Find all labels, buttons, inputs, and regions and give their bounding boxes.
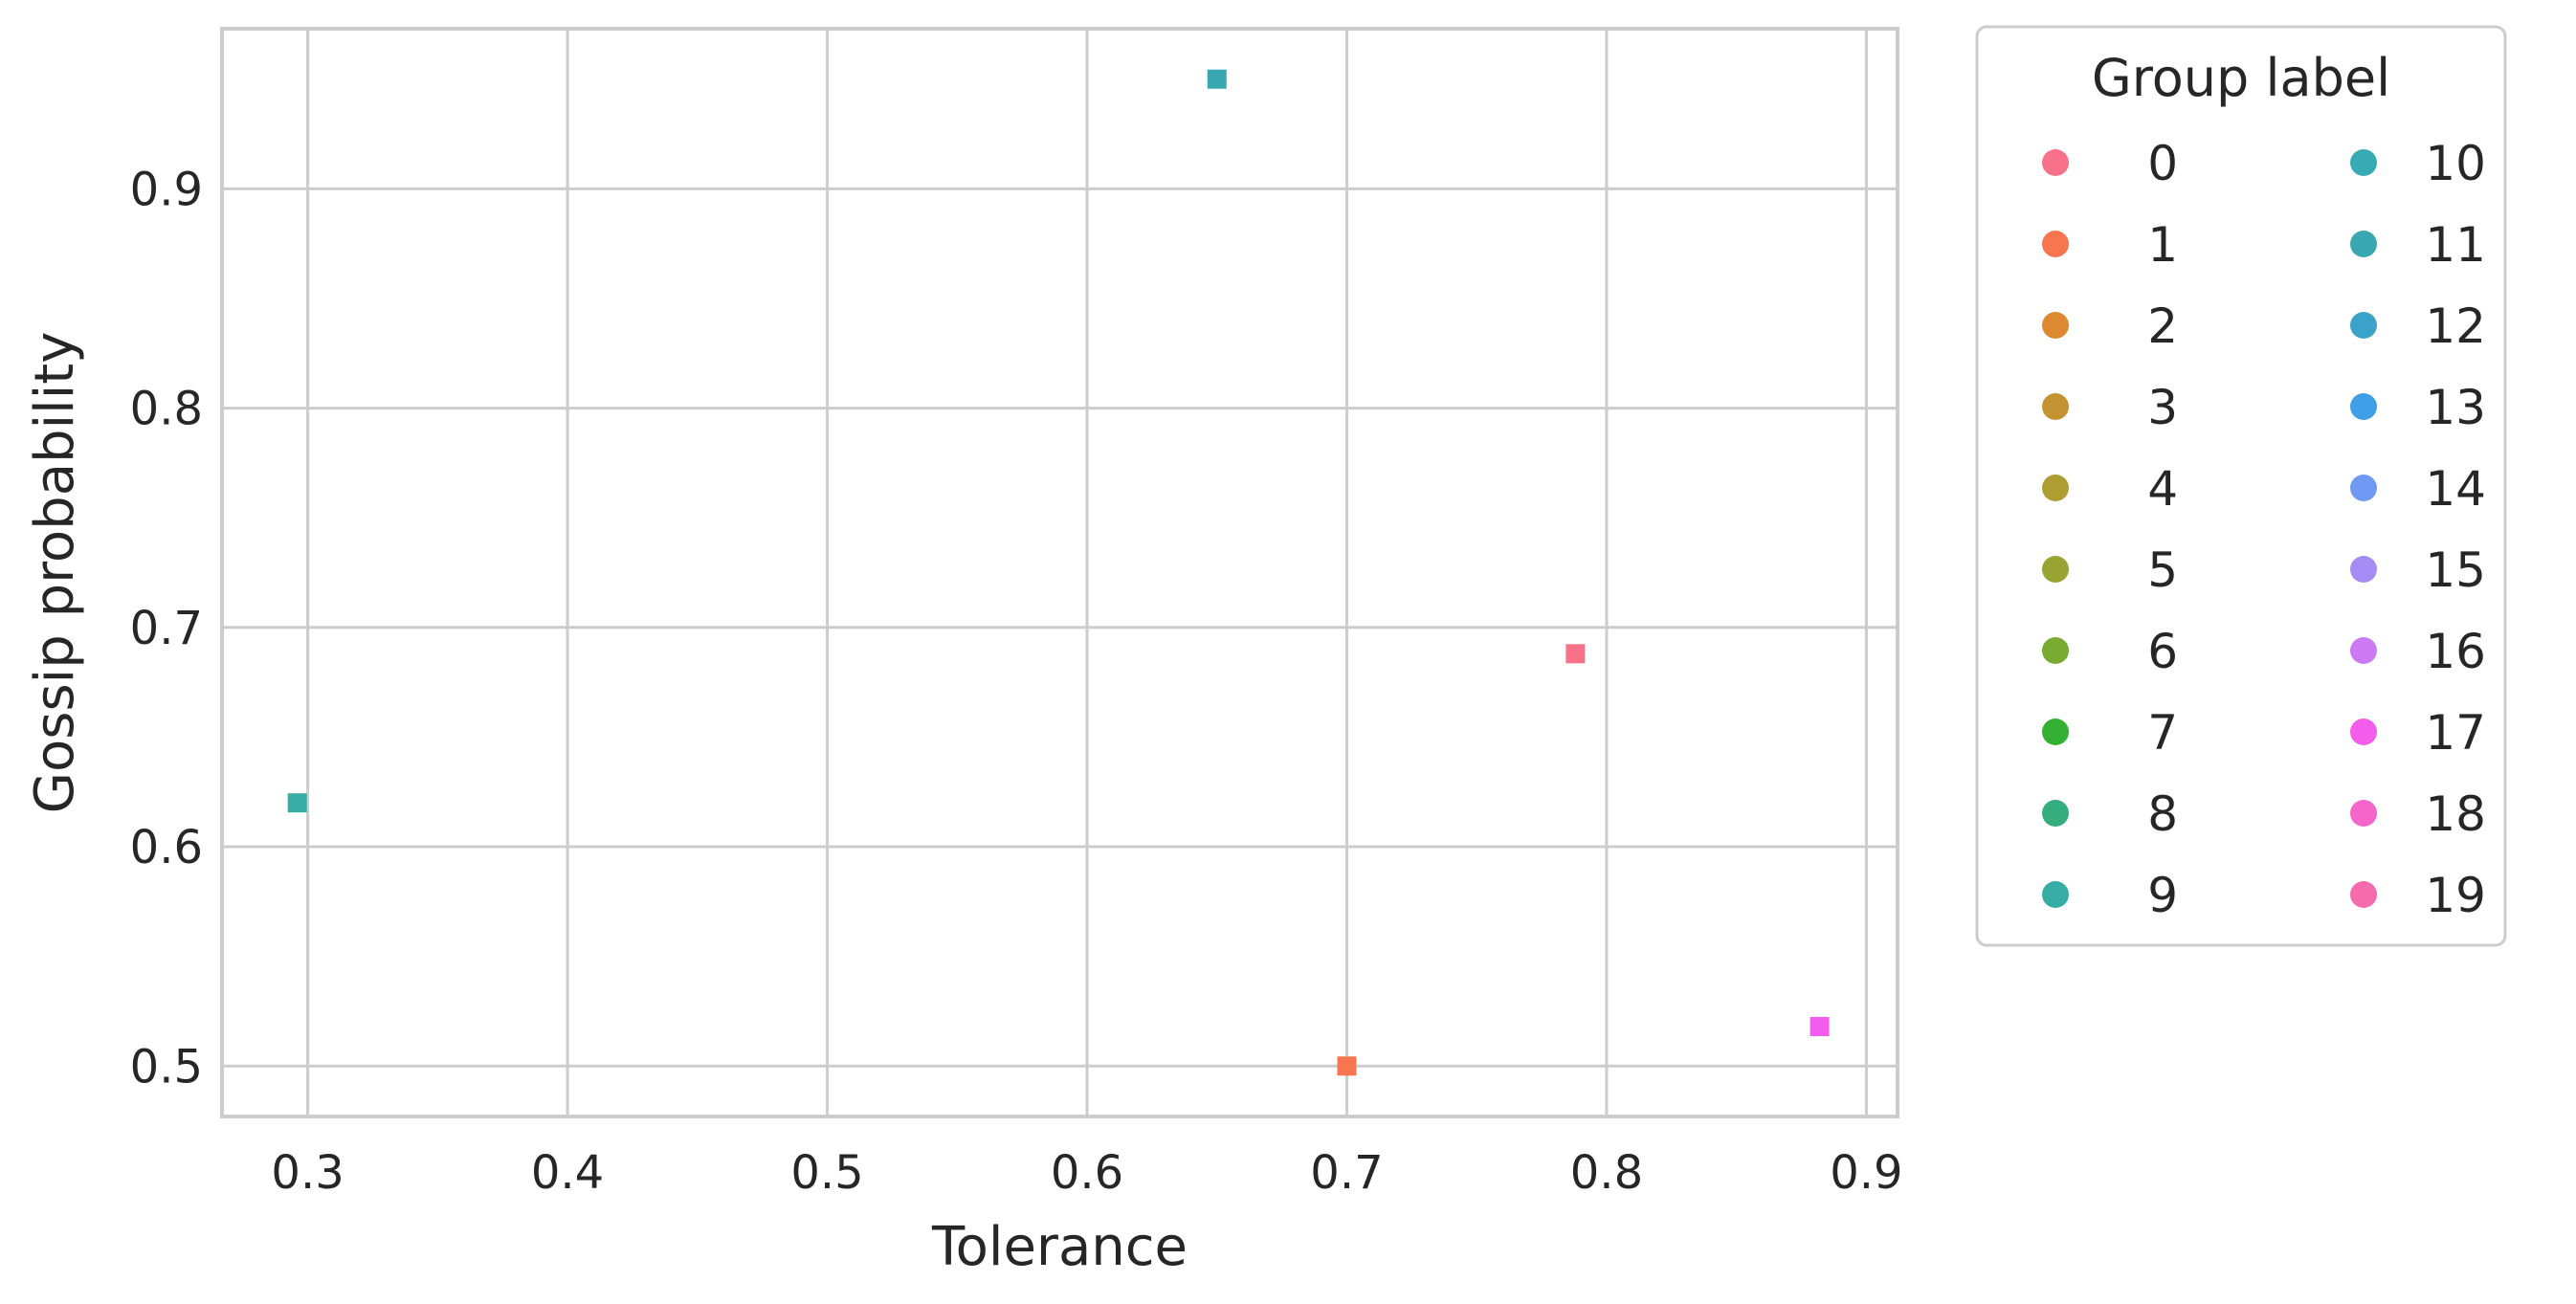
legend-marker-8 (2042, 800, 2069, 827)
legend-marker-15 (2350, 556, 2377, 583)
legend-label-18: 18 (2425, 786, 2486, 842)
legend-marker-2 (2042, 312, 2069, 339)
legend-marker-12 (2350, 312, 2377, 339)
legend-label-11: 11 (2425, 217, 2486, 273)
legend-marker-10 (2350, 149, 2377, 176)
legend-label-3: 3 (2147, 380, 2178, 435)
x-tick-label: 0.7 (1310, 1146, 1383, 1200)
x-tick-label: 0.3 (271, 1146, 344, 1200)
legend-label-12: 12 (2425, 298, 2486, 354)
legend-marker-7 (2042, 718, 2069, 745)
legend-label-2: 2 (2147, 298, 2178, 354)
legend-label-19: 19 (2425, 868, 2486, 923)
y-tick-label: 0.9 (130, 163, 203, 216)
legend-marker-17 (2350, 718, 2377, 745)
legend-marker-16 (2350, 637, 2377, 664)
legend-marker-11 (2350, 231, 2377, 257)
legend-marker-0 (2042, 149, 2069, 176)
legend-label-5: 5 (2147, 542, 2178, 598)
legend-marker-4 (2042, 475, 2069, 501)
legend-label-10: 10 (2425, 136, 2486, 191)
legend-marker-3 (2042, 393, 2069, 420)
legend: Group label 0123456789101112131415161718… (1975, 25, 2507, 947)
legend-marker-9 (2042, 881, 2069, 908)
y-tick-label: 0.6 (130, 821, 203, 874)
legend-label-6: 6 (2147, 624, 2178, 679)
legend-label-7: 7 (2147, 705, 2178, 761)
x-axis-label: Tolerance (931, 1216, 1188, 1278)
legend-label-15: 15 (2425, 542, 2486, 598)
legend-marker-6 (2042, 637, 2069, 664)
legend-marker-13 (2350, 393, 2377, 420)
legend-label-17: 17 (2425, 705, 2486, 761)
data-point-group-1 (1337, 1056, 1357, 1076)
plot-frame (220, 27, 1899, 1118)
legend-label-9: 9 (2147, 868, 2178, 923)
y-tick-label: 0.5 (130, 1040, 203, 1094)
legend-marker-19 (2350, 881, 2377, 908)
x-tick-label: 0.6 (1051, 1146, 1123, 1200)
data-points (287, 69, 1830, 1076)
data-point-group-9 (287, 793, 307, 813)
legend-label-1: 1 (2147, 217, 2178, 273)
legend-label-13: 13 (2425, 380, 2486, 435)
y-tick-label: 0.7 (130, 602, 203, 655)
legend-label-8: 8 (2147, 786, 2178, 842)
legend-marker-18 (2350, 800, 2377, 827)
legend-marker-1 (2042, 231, 2069, 257)
y-tick-label: 0.8 (130, 383, 203, 436)
legend-label-4: 4 (2147, 461, 2178, 517)
legend-marker-14 (2350, 475, 2377, 501)
data-point-group-17 (1810, 1017, 1830, 1037)
legend-title: Group label (2092, 48, 2390, 108)
x-tick-label: 0.5 (790, 1146, 863, 1200)
x-tick-label: 0.9 (1830, 1146, 1902, 1200)
y-axis-label: Gossip probability (24, 332, 86, 814)
legend-label-0: 0 (2147, 136, 2178, 191)
legend-box (1975, 25, 2507, 947)
data-point-group-11 (1207, 69, 1227, 89)
y-axis-ticks: 0.5 0.6 0.7 0.8 0.9 (130, 163, 203, 1094)
legend-label-14: 14 (2425, 461, 2486, 517)
x-tick-label: 0.4 (531, 1146, 604, 1200)
data-point-group-0 (1566, 644, 1586, 664)
legend-label-16: 16 (2425, 624, 2486, 679)
x-tick-label: 0.8 (1570, 1146, 1643, 1200)
grid (222, 29, 1898, 1116)
x-axis-ticks: 0.3 0.4 0.5 0.6 0.7 0.8 0.9 (271, 1146, 1902, 1200)
legend-marker-5 (2042, 556, 2069, 583)
